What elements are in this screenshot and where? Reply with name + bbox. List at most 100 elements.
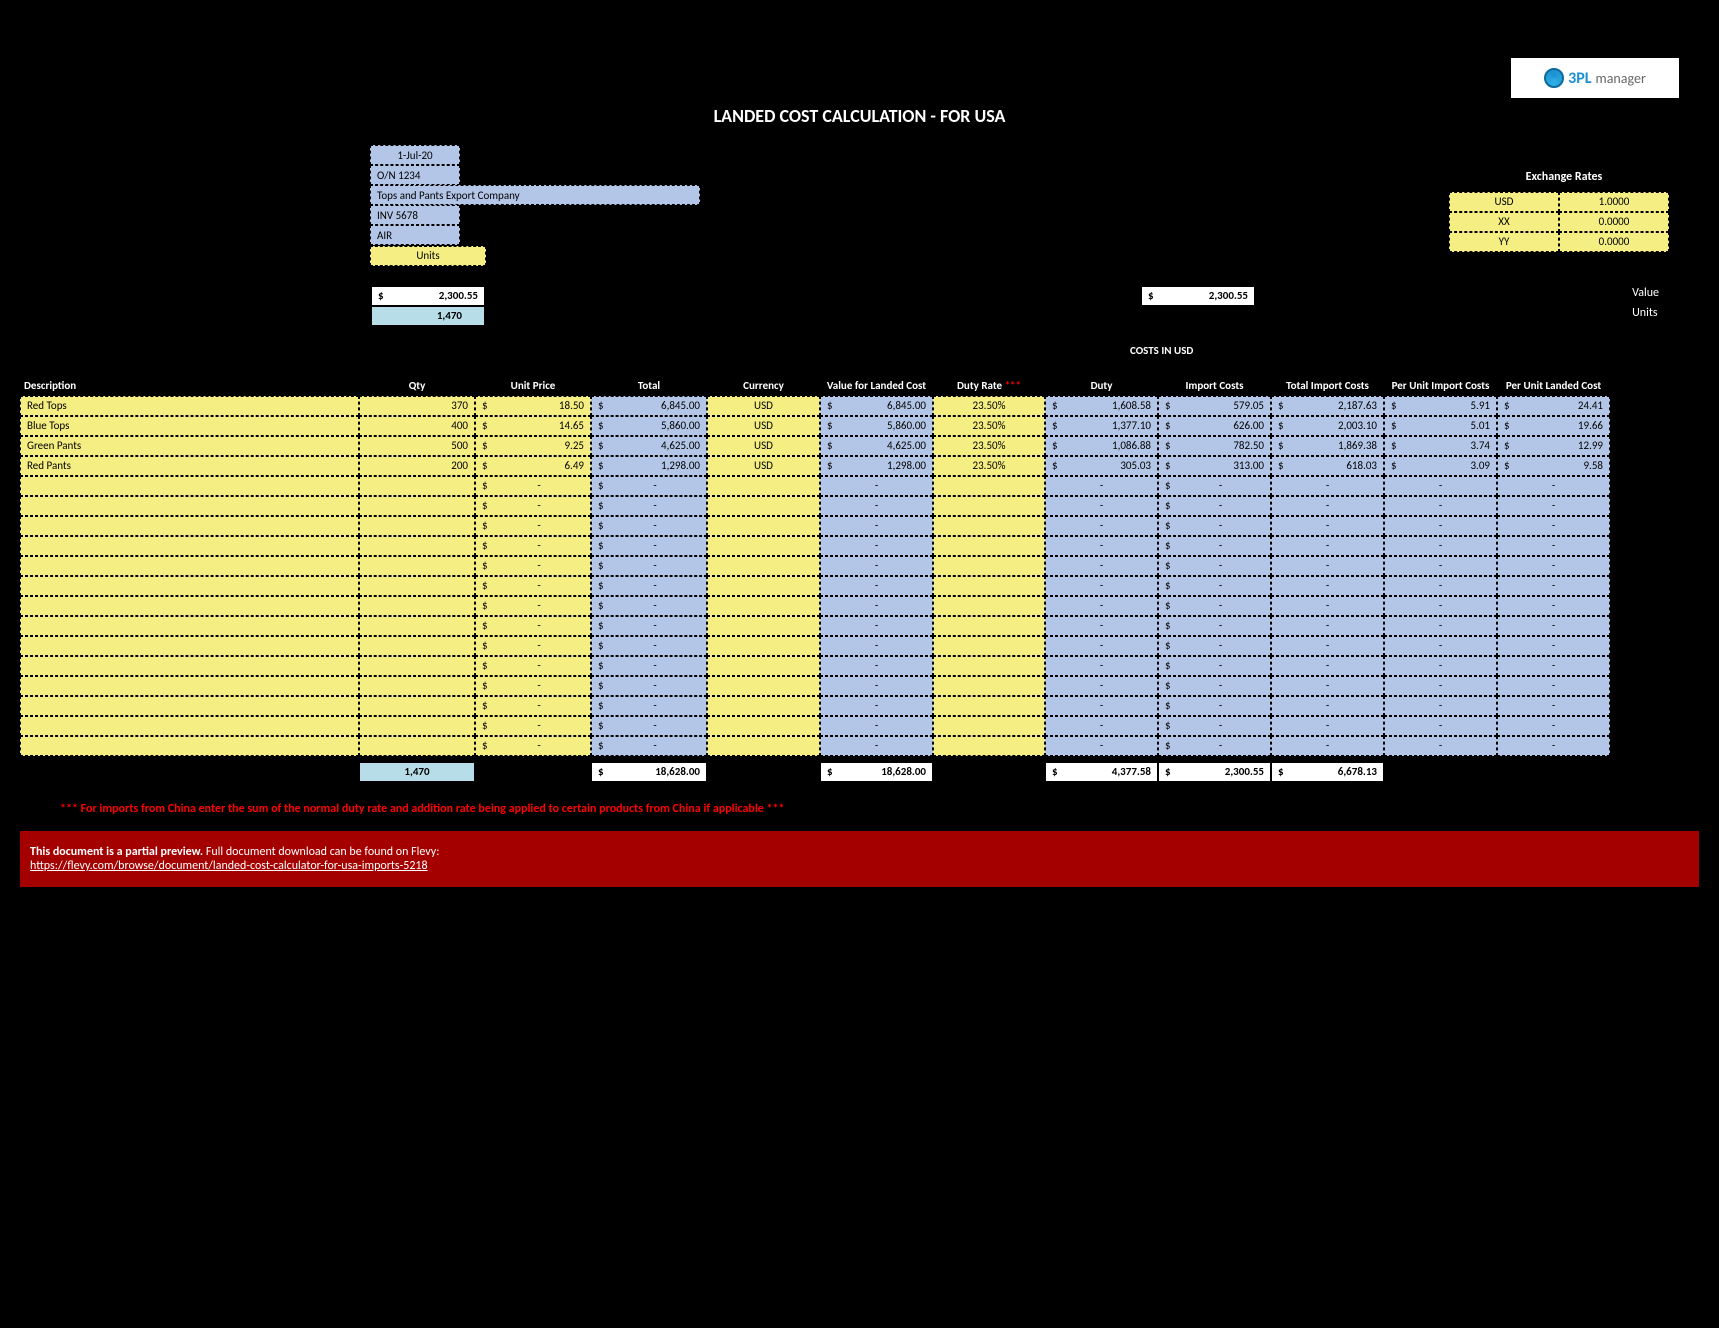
cell-unit-price[interactable]: $- bbox=[475, 616, 591, 636]
cell-import-costs[interactable]: $782.50 bbox=[1158, 436, 1271, 456]
cell-duty-rate[interactable]: 23.50% bbox=[933, 396, 1045, 416]
banner-link[interactable]: https://flevy.com/browse/document/landed… bbox=[30, 859, 428, 873]
cell-currency[interactable] bbox=[707, 576, 820, 596]
info-ship-mode[interactable]: AIR bbox=[370, 225, 460, 245]
cell-description[interactable] bbox=[20, 616, 359, 636]
cell-pul[interactable]: $19.66 bbox=[1497, 416, 1610, 436]
cell-description[interactable]: Red Pants bbox=[20, 456, 359, 476]
cell-vlc[interactable]: $6,845.00 bbox=[820, 396, 933, 416]
exchange-rate-value[interactable]: 0.0000 bbox=[1559, 232, 1669, 252]
cell-total[interactable]: $4,625.00 bbox=[591, 436, 707, 456]
cell-unit-price[interactable]: $- bbox=[475, 556, 591, 576]
cell-currency[interactable] bbox=[707, 716, 820, 736]
cell-currency[interactable] bbox=[707, 496, 820, 516]
cell-pul[interactable]: $9.58 bbox=[1497, 456, 1610, 476]
cell-qty[interactable] bbox=[359, 696, 475, 716]
cell-description[interactable] bbox=[20, 576, 359, 596]
cell-unit-price[interactable]: $14.65 bbox=[475, 416, 591, 436]
cell-duty[interactable]: $305.03 bbox=[1045, 456, 1158, 476]
cell-currency[interactable] bbox=[707, 536, 820, 556]
cell-currency[interactable] bbox=[707, 476, 820, 496]
cell-description[interactable] bbox=[20, 556, 359, 576]
cell-unit-price[interactable]: $6.49 bbox=[475, 456, 591, 476]
cell-import-costs[interactable]: $313.00 bbox=[1158, 456, 1271, 476]
cell-qty[interactable]: 370 bbox=[359, 396, 475, 416]
cell-currency[interactable]: USD bbox=[707, 396, 820, 416]
cell-qty[interactable] bbox=[359, 476, 475, 496]
cell-unit-price[interactable]: $- bbox=[475, 696, 591, 716]
cell-duty-rate[interactable] bbox=[933, 496, 1045, 516]
cell-unit-price[interactable]: $18.50 bbox=[475, 396, 591, 416]
cell-qty[interactable] bbox=[359, 636, 475, 656]
info-order-no[interactable]: O/N 1234 bbox=[370, 165, 460, 185]
info-date[interactable]: 1-Jul-20 bbox=[370, 145, 460, 165]
cell-currency[interactable] bbox=[707, 556, 820, 576]
cell-total[interactable]: $1,298.00 bbox=[591, 456, 707, 476]
cell-total[interactable]: $5,860.00 bbox=[591, 416, 707, 436]
cell-currency[interactable] bbox=[707, 596, 820, 616]
cell-currency[interactable] bbox=[707, 696, 820, 716]
cell-unit-price[interactable]: $- bbox=[475, 636, 591, 656]
cell-duty-rate[interactable] bbox=[933, 736, 1045, 756]
cell-qty[interactable] bbox=[359, 536, 475, 556]
cell-currency[interactable] bbox=[707, 676, 820, 696]
cell-duty-rate[interactable] bbox=[933, 616, 1045, 636]
cell-currency[interactable] bbox=[707, 736, 820, 756]
cell-qty[interactable] bbox=[359, 716, 475, 736]
cell-unit-price[interactable]: $- bbox=[475, 476, 591, 496]
cell-import-costs[interactable]: $626.00 bbox=[1158, 416, 1271, 436]
cell-duty-rate[interactable] bbox=[933, 516, 1045, 536]
cell-description[interactable] bbox=[20, 496, 359, 516]
cell-pui[interactable]: $3.74 bbox=[1384, 436, 1497, 456]
cell-description[interactable] bbox=[20, 636, 359, 656]
cell-duty-rate[interactable] bbox=[933, 536, 1045, 556]
cell-qty[interactable] bbox=[359, 616, 475, 636]
info-invoice[interactable]: INV 5678 bbox=[370, 205, 460, 225]
cell-pul[interactable]: $24.41 bbox=[1497, 396, 1610, 416]
cell-duty-rate[interactable] bbox=[933, 656, 1045, 676]
cell-description[interactable]: Green Pants bbox=[20, 436, 359, 456]
cell-qty[interactable]: 500 bbox=[359, 436, 475, 456]
cell-description[interactable]: Blue Tops bbox=[20, 416, 359, 436]
cell-duty-rate[interactable] bbox=[933, 636, 1045, 656]
cell-qty[interactable] bbox=[359, 496, 475, 516]
cell-import-costs[interactable]: $579.05 bbox=[1158, 396, 1271, 416]
cell-duty-rate[interactable]: 23.50% bbox=[933, 456, 1045, 476]
cell-qty[interactable] bbox=[359, 736, 475, 756]
cell-duty-rate[interactable] bbox=[933, 696, 1045, 716]
exchange-rate-value[interactable]: 0.0000 bbox=[1559, 212, 1669, 232]
cell-unit-price[interactable]: $- bbox=[475, 716, 591, 736]
cell-description[interactable] bbox=[20, 676, 359, 696]
cell-pui[interactable]: $5.91 bbox=[1384, 396, 1497, 416]
cell-currency[interactable] bbox=[707, 616, 820, 636]
cell-duty-rate[interactable] bbox=[933, 716, 1045, 736]
cell-qty[interactable] bbox=[359, 656, 475, 676]
cell-duty-rate[interactable] bbox=[933, 576, 1045, 596]
cell-unit-price[interactable]: $- bbox=[475, 656, 591, 676]
cell-tic[interactable]: $1,869.38 bbox=[1271, 436, 1384, 456]
cell-unit-price[interactable]: $- bbox=[475, 676, 591, 696]
cell-unit-price[interactable]: $9.25 bbox=[475, 436, 591, 456]
cell-currency[interactable]: USD bbox=[707, 456, 820, 476]
cell-duty-rate[interactable] bbox=[933, 676, 1045, 696]
cell-vlc[interactable]: $4,625.00 bbox=[820, 436, 933, 456]
cell-description[interactable] bbox=[20, 476, 359, 496]
cell-unit-price[interactable]: $- bbox=[475, 576, 591, 596]
cell-unit-price[interactable]: $- bbox=[475, 496, 591, 516]
info-company[interactable]: Tops and Pants Export Company bbox=[370, 185, 700, 205]
cell-duty-rate[interactable] bbox=[933, 596, 1045, 616]
cell-description[interactable] bbox=[20, 696, 359, 716]
cell-currency[interactable]: USD bbox=[707, 436, 820, 456]
cell-duty-rate[interactable]: 23.50% bbox=[933, 416, 1045, 436]
cell-pui[interactable]: $3.09 bbox=[1384, 456, 1497, 476]
cell-pul[interactable]: $12.99 bbox=[1497, 436, 1610, 456]
cell-unit-price[interactable]: $- bbox=[475, 536, 591, 556]
cell-duty[interactable]: $1,608.58 bbox=[1045, 396, 1158, 416]
cell-description[interactable] bbox=[20, 596, 359, 616]
cell-duty[interactable]: $1,086.88 bbox=[1045, 436, 1158, 456]
exchange-rate-value[interactable]: 1.0000 bbox=[1559, 192, 1669, 212]
cell-vlc[interactable]: $5,860.00 bbox=[820, 416, 933, 436]
cell-duty-rate[interactable]: 23.50% bbox=[933, 436, 1045, 456]
cell-qty[interactable] bbox=[359, 516, 475, 536]
cell-unit-price[interactable]: $- bbox=[475, 736, 591, 756]
